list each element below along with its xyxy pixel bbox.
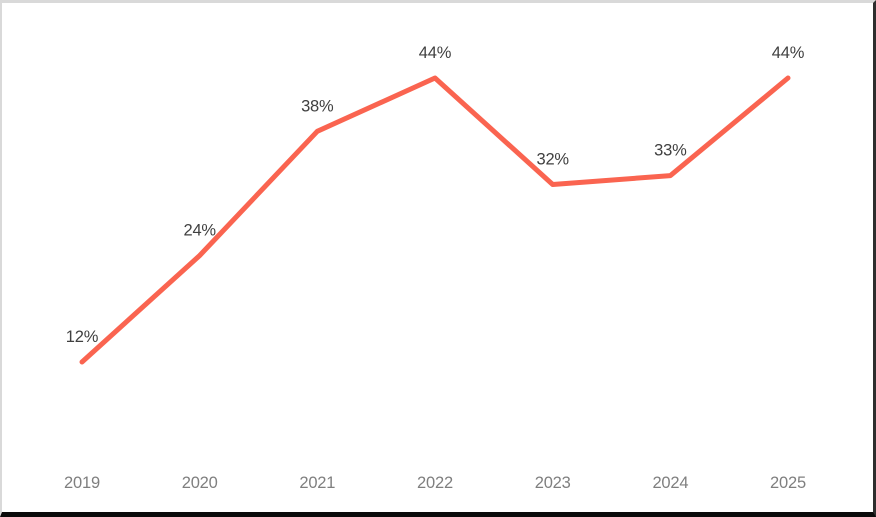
data-label: 12% [66, 328, 99, 346]
data-label: 44% [419, 44, 452, 62]
data-label: 32% [536, 151, 569, 169]
x-axis-label: 2023 [535, 474, 571, 492]
x-axis-label: 2021 [299, 474, 335, 492]
data-label: 33% [654, 142, 687, 160]
data-label: 38% [301, 97, 334, 115]
data-label: 44% [772, 44, 805, 62]
data-label: 24% [183, 222, 216, 240]
x-axis-label: 2020 [182, 474, 218, 492]
chart-line [79, 75, 791, 365]
x-axis-label: 2024 [652, 474, 688, 492]
x-axis-label: 2022 [417, 474, 453, 492]
x-axis-label: 2025 [770, 474, 806, 492]
x-axis-label: 2019 [64, 474, 100, 492]
